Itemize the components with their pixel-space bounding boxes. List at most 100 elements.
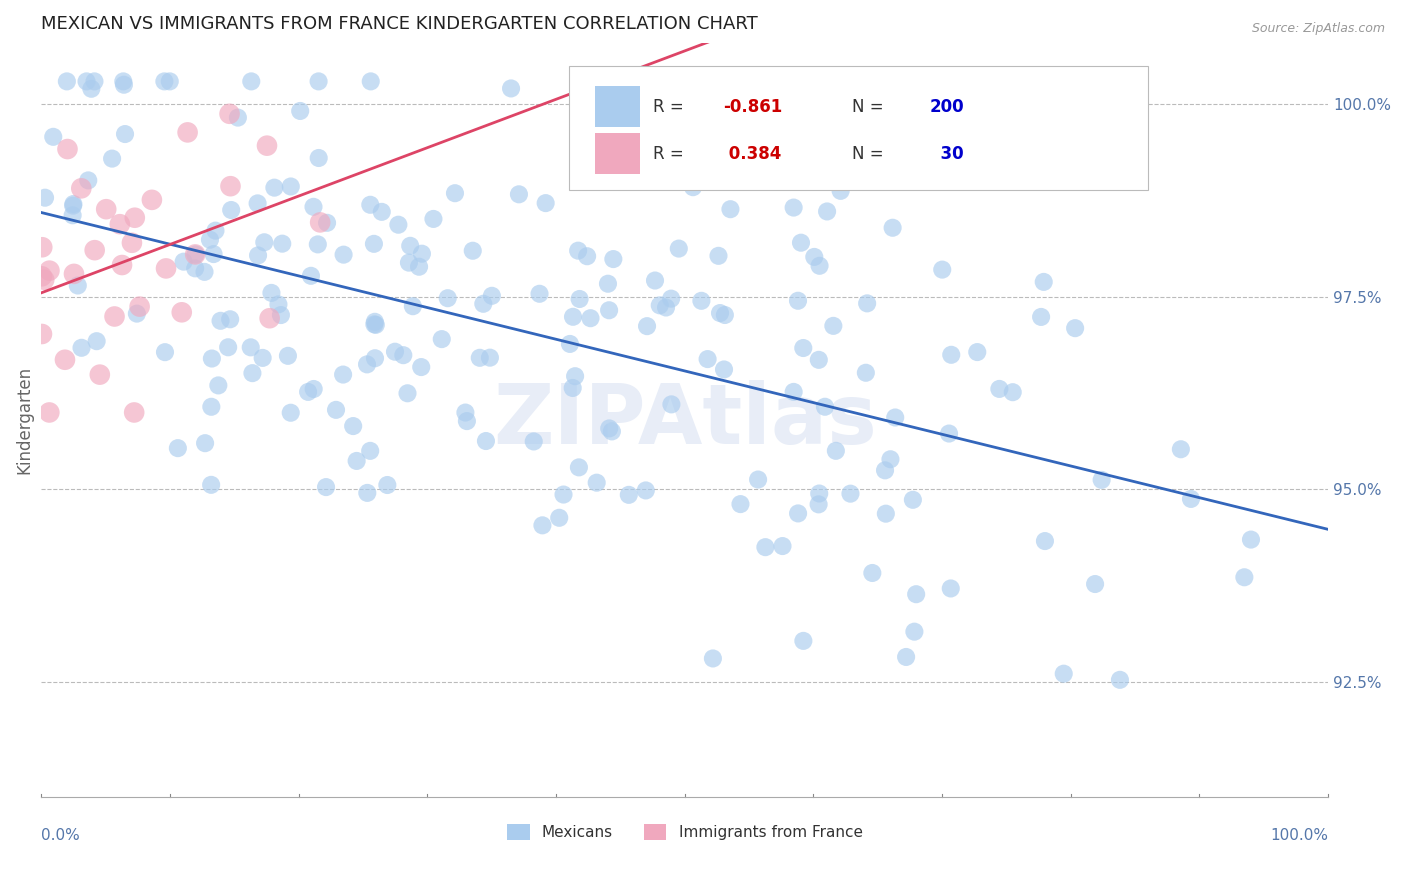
Point — [966, 345, 988, 359]
Point — [360, 74, 382, 88]
Point — [454, 406, 477, 420]
Point — [1233, 570, 1256, 584]
Point — [600, 425, 623, 439]
Point — [884, 410, 907, 425]
Text: MEXICAN VS IMMIGRANTS FROM FRANCE KINDERGARTEN CORRELATION CHART: MEXICAN VS IMMIGRANTS FROM FRANCE KINDER… — [41, 15, 758, 33]
Point — [988, 382, 1011, 396]
Point — [200, 400, 222, 414]
Point — [184, 247, 207, 261]
Point — [89, 368, 111, 382]
Point — [346, 454, 368, 468]
Point — [408, 260, 430, 274]
Point — [387, 218, 409, 232]
Point — [56, 74, 79, 88]
Point — [159, 74, 181, 88]
Point — [204, 224, 226, 238]
Point — [342, 419, 364, 434]
Point — [534, 196, 557, 211]
Point — [875, 507, 897, 521]
Point — [290, 103, 312, 118]
Point — [141, 193, 163, 207]
Y-axis label: Kindergarten: Kindergarten — [15, 366, 32, 475]
Point — [128, 300, 150, 314]
Point — [939, 582, 962, 596]
Point — [529, 286, 551, 301]
Point — [308, 74, 330, 88]
Point — [359, 198, 381, 212]
Point — [371, 205, 394, 219]
Point — [772, 539, 794, 553]
Point — [607, 76, 630, 90]
Point — [682, 180, 704, 194]
Point — [1029, 310, 1052, 324]
Point — [76, 74, 98, 88]
Point — [696, 352, 718, 367]
Point — [239, 340, 262, 354]
Point — [226, 111, 249, 125]
Point — [66, 278, 89, 293]
Point — [207, 378, 229, 392]
Text: -0.861: -0.861 — [723, 98, 783, 116]
Point — [1084, 577, 1107, 591]
Point — [364, 351, 387, 366]
Point — [882, 220, 904, 235]
Point — [184, 247, 207, 261]
Point — [252, 351, 274, 365]
Point — [153, 345, 176, 359]
Text: ZIPAtlas: ZIPAtlas — [492, 380, 877, 460]
Point — [122, 405, 145, 419]
Point — [103, 310, 125, 324]
Point — [364, 318, 387, 332]
Point — [62, 199, 84, 213]
Text: 0.0%: 0.0% — [41, 829, 80, 843]
Point — [316, 216, 339, 230]
Point — [332, 368, 354, 382]
Point — [814, 400, 837, 414]
Point — [302, 200, 325, 214]
Point — [754, 540, 776, 554]
Point — [1170, 442, 1192, 457]
Point — [280, 406, 302, 420]
Point — [270, 308, 292, 322]
Point — [596, 277, 619, 291]
Point — [356, 357, 378, 371]
Point — [702, 651, 724, 665]
Point — [70, 181, 93, 195]
Point — [824, 443, 846, 458]
Point — [392, 348, 415, 362]
Point — [396, 386, 419, 401]
Point — [184, 261, 207, 276]
Point — [644, 273, 666, 287]
Point — [86, 334, 108, 348]
Point — [399, 239, 422, 253]
Point — [707, 249, 730, 263]
Point — [830, 184, 852, 198]
Point — [201, 351, 224, 366]
Text: Source: ZipAtlas.com: Source: ZipAtlas.com — [1251, 22, 1385, 36]
Point — [202, 247, 225, 261]
Point — [200, 478, 222, 492]
Point — [219, 312, 242, 326]
Point — [523, 434, 546, 449]
Point — [564, 369, 586, 384]
Point — [823, 318, 845, 333]
Point — [219, 202, 242, 217]
Point — [170, 305, 193, 319]
Point — [267, 297, 290, 311]
Point — [478, 351, 501, 365]
Point — [240, 74, 263, 88]
Point — [430, 332, 453, 346]
Point — [568, 292, 591, 306]
Point — [938, 426, 960, 441]
Point — [62, 197, 84, 211]
Point — [263, 180, 285, 194]
Point — [598, 421, 620, 435]
Point — [508, 187, 530, 202]
Point — [1033, 534, 1056, 549]
Point — [198, 233, 221, 247]
Point — [271, 236, 294, 251]
Point — [280, 179, 302, 194]
Point — [941, 348, 963, 362]
Point — [112, 78, 135, 92]
Point — [461, 244, 484, 258]
